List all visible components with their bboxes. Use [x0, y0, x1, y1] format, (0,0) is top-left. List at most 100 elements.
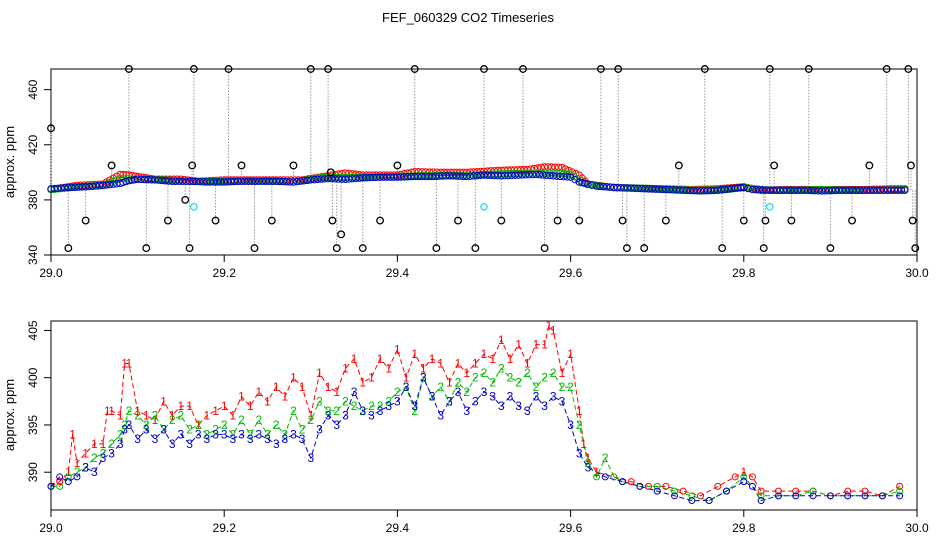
series-point — [487, 171, 495, 180]
series-point — [759, 186, 767, 194]
series-point-label: 1 — [524, 357, 531, 371]
series-point-label: 3 — [169, 437, 176, 451]
series-point-label: 1 — [255, 385, 262, 399]
top-plot-data — [47, 65, 920, 253]
outlier-point — [761, 216, 770, 225]
series-point-label: 2 — [368, 399, 375, 413]
series-point — [606, 183, 615, 191]
series-point — [331, 175, 339, 183]
series-point — [206, 178, 215, 186]
series-point-label: 1 — [533, 338, 540, 352]
series-point-label: 2 — [602, 451, 609, 465]
series-point — [64, 478, 72, 486]
series-point — [300, 177, 308, 185]
series-point-label: 1 — [342, 361, 349, 375]
series-point — [838, 186, 847, 194]
series-point-label: 2 — [429, 390, 436, 404]
series-point — [151, 176, 159, 184]
series-point — [180, 175, 189, 184]
series-point — [748, 185, 757, 194]
series-point — [896, 492, 904, 500]
series-point — [797, 186, 805, 194]
outlier-point — [332, 244, 341, 253]
series-point-label: 1 — [273, 380, 280, 394]
outlier-point — [337, 230, 346, 239]
series-point — [890, 186, 899, 194]
series-point — [81, 183, 90, 191]
series-point — [844, 492, 852, 500]
series-point-label: 1 — [437, 357, 444, 371]
series-point — [762, 186, 771, 194]
series-point — [414, 172, 422, 181]
series-point — [697, 492, 704, 500]
series-point — [303, 176, 312, 185]
series-point — [688, 497, 696, 505]
x-tick-label: 29.8 — [732, 266, 756, 280]
series-point-label: 3 — [585, 460, 592, 474]
series-point — [792, 487, 800, 495]
series-point — [556, 172, 564, 181]
series-point-label: 1 — [160, 394, 167, 408]
series-point — [133, 175, 142, 183]
series-point-label: 1 — [550, 323, 557, 337]
outlier-point — [142, 244, 151, 253]
series-point-label: 1 — [446, 375, 453, 389]
series-point — [244, 177, 253, 185]
series-point — [272, 177, 280, 185]
series-point — [807, 186, 816, 195]
y-tick-label: 395 — [26, 415, 40, 435]
series-point — [689, 186, 698, 195]
series-point — [511, 171, 519, 179]
series-point — [686, 186, 694, 195]
series-point-label: 1 — [307, 409, 314, 423]
series-point-label: 2 — [238, 413, 245, 427]
series-point — [811, 186, 819, 195]
series-point-label: 1 — [104, 404, 111, 418]
series-point-label: 1 — [152, 413, 159, 427]
series-point — [731, 184, 739, 192]
series-point — [501, 171, 509, 180]
series-point-label: 3 — [134, 432, 141, 446]
outlier-point — [575, 216, 584, 225]
series-point-label: 2 — [299, 423, 306, 437]
series-point — [755, 186, 764, 194]
series-point-label: 1 — [463, 366, 470, 380]
series-point — [539, 171, 547, 179]
outlier-point — [224, 65, 233, 73]
series-point — [56, 473, 64, 481]
series-point — [359, 174, 367, 182]
series-point-label: 3 — [126, 418, 133, 432]
series-point-label: 2 — [455, 375, 462, 389]
outlier-point — [211, 216, 220, 225]
series-point-label: 2 — [437, 380, 444, 394]
series-point-label: 2 — [351, 399, 358, 413]
series-point-label: 2 — [325, 404, 332, 418]
series-point — [731, 473, 739, 481]
series-point — [411, 167, 419, 176]
series-point-label: 3 — [264, 432, 271, 446]
bottom-y-axis-label: approx. ppm — [2, 379, 17, 451]
outlier-point — [904, 65, 913, 73]
series-point-label: 2 — [541, 371, 548, 385]
outlier-point — [188, 161, 197, 170]
series-point — [265, 177, 273, 185]
outlier-point — [410, 65, 419, 73]
series-point-label: 2 — [108, 437, 115, 451]
series-point-label: 2 — [143, 418, 150, 432]
series-point — [417, 172, 426, 181]
series-point — [369, 173, 377, 182]
series-point-label: 3 — [342, 409, 349, 423]
series-point-label: 2 — [290, 404, 297, 418]
series-point-label: 2 — [411, 404, 418, 418]
cyan-point — [765, 202, 774, 211]
series-point — [688, 492, 696, 500]
series-point — [866, 186, 874, 194]
x-tick-label: 29.4 — [386, 266, 410, 280]
series-point-label: 3 — [550, 390, 557, 404]
series-point-label: 3 — [82, 460, 89, 474]
outlier-point — [596, 65, 605, 73]
series-point — [793, 186, 802, 194]
series-point — [268, 177, 277, 185]
series-point — [95, 181, 104, 190]
series-point — [693, 187, 701, 195]
